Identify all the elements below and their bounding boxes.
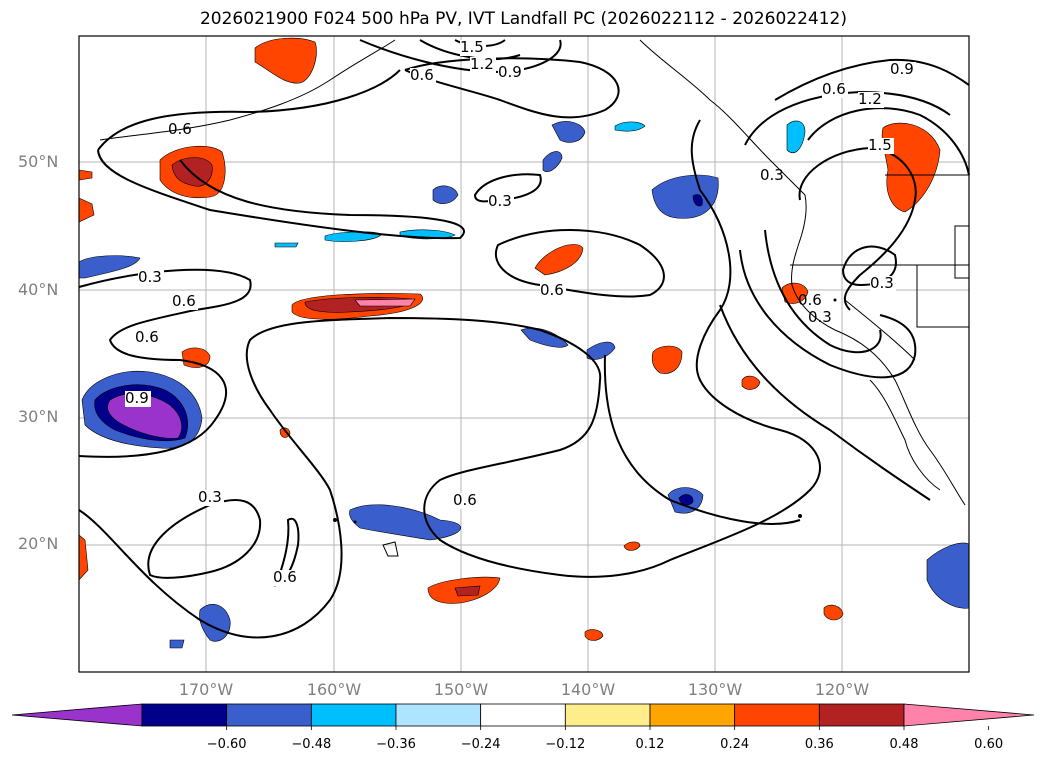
colorbar-swatch bbox=[480, 703, 566, 727]
contour-label: 0.3 bbox=[760, 166, 784, 184]
colorbar-tick-label: −0.36 bbox=[376, 737, 416, 752]
contour-label: 0.6 bbox=[172, 292, 196, 310]
contour-label: 0.9 bbox=[890, 60, 914, 78]
lat-tick-label: 40°N bbox=[18, 280, 59, 299]
contour-label: 0.6 bbox=[453, 491, 477, 509]
colorbar bbox=[11, 703, 1035, 730]
colorbar-swatch bbox=[310, 703, 397, 727]
lon-tick-label: 170°W bbox=[178, 680, 234, 699]
contour-label-group: 1.5 1.2 0.9 0.6 0.6 0.3 0.3 0.6 0.6 0.9 … bbox=[125, 38, 916, 586]
coastlines bbox=[99, 39, 970, 506]
lat-tick-label: 50°N bbox=[18, 152, 59, 171]
contour-label: 0.9 bbox=[125, 389, 149, 407]
colorbar-extend-max bbox=[903, 703, 1035, 727]
map-title: 2026021900 F024 500 hPa PV, IVT Landfall… bbox=[199, 9, 847, 29]
contour-label: 0.6 bbox=[540, 281, 564, 299]
lon-tick-label: 140°W bbox=[560, 680, 616, 699]
colorbar-extend-min bbox=[11, 703, 143, 727]
colorbar-swatch bbox=[649, 703, 736, 727]
gridlines bbox=[79, 36, 969, 672]
colorbar-swatch bbox=[395, 703, 482, 727]
contour-label: 0.6 bbox=[798, 291, 822, 309]
contour-label: 1.5 bbox=[868, 136, 892, 154]
pv-contours bbox=[78, 39, 970, 639]
colorbar-tick-label: 0.24 bbox=[720, 737, 750, 752]
contour-label: 0.3 bbox=[808, 308, 832, 326]
colorbar-tick-label: 0.60 bbox=[974, 737, 1004, 752]
contour-label: 0.3 bbox=[198, 488, 222, 506]
contour-label: 0.3 bbox=[138, 268, 162, 286]
lon-tick-label: 120°W bbox=[814, 680, 870, 699]
colorbar-swatch bbox=[818, 703, 905, 727]
contour-label: 1.5 bbox=[460, 38, 484, 56]
colorbar-swatch bbox=[734, 703, 820, 727]
lon-tick-label: 130°W bbox=[687, 680, 743, 699]
colorbar-swatch bbox=[564, 703, 651, 727]
colorbar-swatch bbox=[141, 703, 228, 727]
lon-tick-label: 150°W bbox=[433, 680, 489, 699]
colorbar-tick-label: −0.12 bbox=[545, 737, 586, 752]
colorbar-swatch bbox=[226, 703, 312, 727]
contour-label: 0.6 bbox=[135, 328, 159, 346]
islands bbox=[333, 298, 837, 557]
lat-tick-label: 20°N bbox=[18, 534, 59, 553]
colorbar-tick-label: −0.24 bbox=[460, 737, 501, 752]
plot-frame bbox=[78, 35, 970, 673]
colorbar-tick-label: 0.48 bbox=[889, 737, 919, 752]
contour-label: 1.2 bbox=[858, 90, 882, 108]
contour-label: 0.9 bbox=[498, 63, 522, 81]
contour-label: 0.6 bbox=[410, 66, 434, 84]
colorbar-tick-label: −0.60 bbox=[206, 737, 247, 752]
lat-tick-label: 30°N bbox=[18, 407, 59, 426]
contour-label: 0.6 bbox=[273, 568, 297, 586]
contour-label: 0.6 bbox=[822, 80, 846, 98]
colorbar-tick-label: 0.36 bbox=[804, 737, 834, 752]
contour-label: 1.2 bbox=[470, 55, 494, 73]
colorbar-tick-label: 0.12 bbox=[635, 737, 665, 752]
colorbar-tick-label: −0.48 bbox=[291, 737, 332, 752]
contour-label: 0.3 bbox=[870, 274, 894, 292]
lon-tick-label: 160°W bbox=[306, 680, 362, 699]
pv-shading bbox=[78, 37, 970, 649]
contour-label: 0.3 bbox=[488, 192, 512, 210]
